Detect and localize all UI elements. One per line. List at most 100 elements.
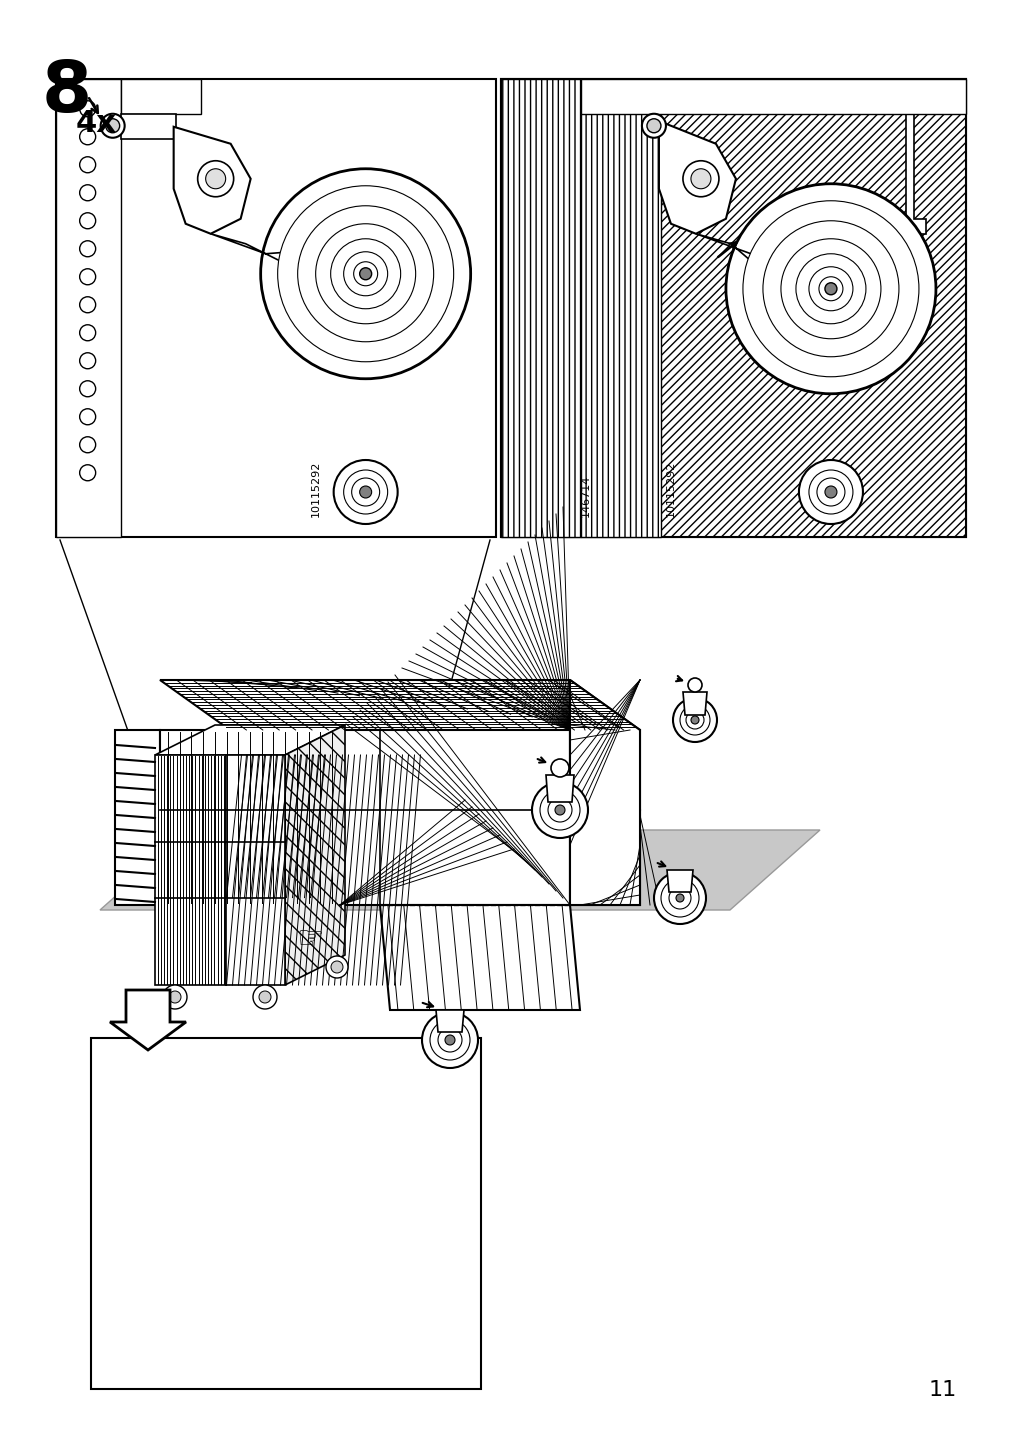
Polygon shape: [658, 123, 735, 233]
Polygon shape: [160, 680, 639, 730]
Circle shape: [548, 798, 571, 822]
Circle shape: [824, 485, 836, 498]
Polygon shape: [436, 1010, 463, 1032]
Circle shape: [80, 381, 96, 397]
Circle shape: [331, 239, 400, 309]
Circle shape: [438, 1028, 462, 1053]
Circle shape: [331, 961, 343, 972]
Circle shape: [687, 677, 702, 692]
Circle shape: [80, 269, 96, 285]
Circle shape: [675, 894, 683, 902]
Polygon shape: [100, 831, 819, 909]
Circle shape: [80, 325, 96, 341]
Circle shape: [430, 1020, 469, 1060]
Circle shape: [326, 957, 348, 978]
Bar: [500, 79, 580, 537]
Circle shape: [80, 465, 96, 481]
Polygon shape: [666, 871, 693, 892]
Polygon shape: [569, 811, 639, 905]
Circle shape: [261, 169, 470, 378]
Circle shape: [297, 206, 434, 342]
Circle shape: [344, 252, 387, 296]
Polygon shape: [901, 99, 925, 233]
Bar: [56, 79, 120, 537]
Circle shape: [344, 470, 387, 514]
Bar: [500, 79, 966, 537]
Circle shape: [445, 1035, 455, 1045]
Circle shape: [808, 266, 852, 311]
Circle shape: [685, 712, 704, 729]
Circle shape: [205, 169, 225, 189]
Polygon shape: [210, 233, 336, 289]
Circle shape: [816, 478, 844, 505]
Circle shape: [80, 437, 96, 453]
Bar: [120, 79, 200, 113]
Circle shape: [672, 697, 716, 742]
Circle shape: [80, 408, 96, 425]
Circle shape: [780, 239, 880, 339]
Circle shape: [691, 716, 699, 725]
Circle shape: [169, 991, 181, 1002]
Polygon shape: [682, 692, 707, 715]
Circle shape: [679, 705, 710, 735]
Circle shape: [197, 160, 234, 196]
Text: 10115292: 10115292: [310, 461, 320, 517]
Circle shape: [80, 156, 96, 173]
Circle shape: [359, 268, 371, 279]
Text: 146714: 146714: [580, 474, 590, 517]
Circle shape: [762, 221, 898, 357]
Circle shape: [818, 276, 842, 301]
Circle shape: [80, 129, 96, 145]
Circle shape: [80, 213, 96, 229]
Polygon shape: [696, 233, 800, 304]
Polygon shape: [379, 905, 579, 1010]
Polygon shape: [160, 730, 340, 905]
Bar: [580, 79, 660, 537]
Circle shape: [80, 241, 96, 256]
Polygon shape: [569, 730, 639, 811]
Circle shape: [80, 352, 96, 369]
Circle shape: [796, 253, 865, 324]
Bar: [226, 755, 285, 985]
Polygon shape: [110, 990, 186, 1050]
Circle shape: [682, 160, 718, 196]
Text: 10115292: 10115292: [665, 461, 675, 517]
Bar: [580, 79, 966, 113]
Bar: [500, 79, 966, 537]
Circle shape: [641, 113, 665, 137]
Circle shape: [277, 186, 453, 362]
Polygon shape: [174, 127, 251, 233]
Text: 4x: 4x: [76, 109, 116, 137]
Circle shape: [653, 872, 706, 924]
Circle shape: [334, 460, 397, 524]
Polygon shape: [340, 730, 569, 905]
Circle shape: [253, 985, 277, 1010]
Circle shape: [668, 886, 691, 909]
Circle shape: [353, 262, 377, 286]
Polygon shape: [546, 775, 573, 802]
Polygon shape: [569, 680, 639, 905]
Circle shape: [742, 200, 918, 377]
Bar: [91, 1038, 480, 1389]
Text: 11: 11: [927, 1380, 955, 1400]
Polygon shape: [285, 725, 345, 985]
Circle shape: [540, 790, 579, 831]
Circle shape: [725, 183, 935, 394]
Polygon shape: [115, 730, 160, 905]
Circle shape: [105, 119, 119, 133]
Circle shape: [422, 1012, 477, 1068]
Circle shape: [259, 991, 271, 1002]
Bar: [155, 755, 226, 985]
Circle shape: [660, 879, 699, 916]
Circle shape: [798, 460, 862, 524]
Polygon shape: [120, 113, 176, 139]
Text: ☞: ☞: [296, 925, 324, 955]
Circle shape: [315, 223, 416, 324]
Text: 8: 8: [42, 59, 92, 127]
Bar: [56, 79, 495, 537]
Circle shape: [80, 185, 96, 200]
Circle shape: [554, 805, 564, 815]
Circle shape: [359, 485, 371, 498]
Circle shape: [691, 169, 711, 189]
Circle shape: [80, 296, 96, 312]
